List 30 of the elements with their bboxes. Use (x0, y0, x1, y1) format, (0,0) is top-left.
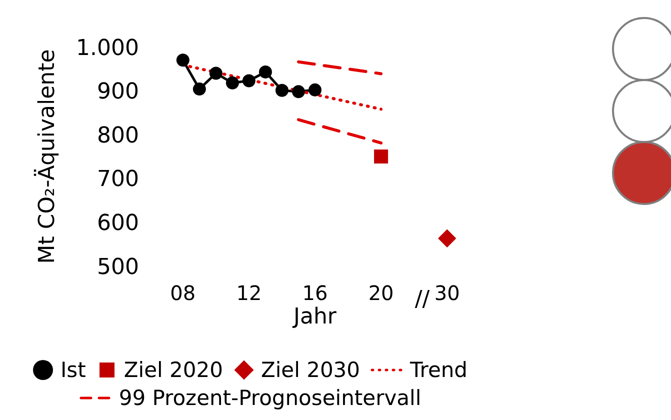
y-tick-label: 700 (97, 167, 139, 192)
x-axis-title: Jahr (292, 304, 338, 330)
point (242, 74, 256, 88)
y-tick-label: 1.000 (76, 36, 139, 61)
x-tick-label: 30 (434, 281, 460, 306)
y-tick-label: 900 (97, 80, 139, 105)
point (292, 85, 305, 98)
x-tick-label: 16 (302, 281, 328, 306)
point (176, 54, 190, 67)
y-tick-label: 800 (97, 123, 139, 148)
point (438, 229, 456, 248)
legend-label: Ziel 2020 (122, 358, 223, 382)
x-tick-label: 12 (236, 281, 262, 306)
y-axis-title: Mt CO₂-Äquivalente (33, 49, 60, 264)
point (209, 66, 222, 80)
y-tick-label: 600 (97, 211, 139, 236)
legend-label: Ziel 2030 (260, 358, 360, 382)
point (374, 150, 388, 164)
point (308, 83, 322, 96)
point (226, 76, 239, 90)
x-tick-label: 20 (368, 281, 394, 306)
point (192, 82, 206, 96)
legend-label: 99 Prozent-Prognoseintervall (118, 386, 422, 410)
point (275, 84, 288, 97)
legend-label: Ist (59, 358, 86, 382)
point (258, 65, 272, 78)
legend-label: Trend (409, 358, 468, 382)
text: // (414, 287, 430, 312)
x-tick-label: 08 (170, 281, 196, 306)
y-tick-label: 500 (97, 254, 139, 280)
